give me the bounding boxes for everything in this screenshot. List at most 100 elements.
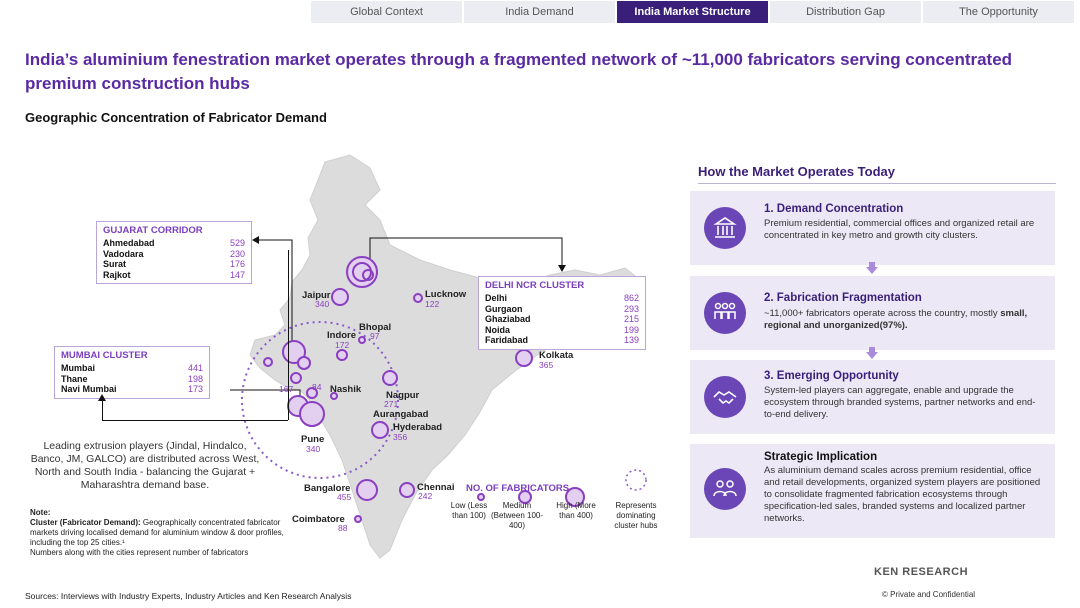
tab-india-demand[interactable]: India Demand (464, 1, 615, 23)
cluster-city: Delhi (485, 293, 508, 303)
city-pune: Pune (301, 434, 325, 445)
note-numbers-desc: Numbers along with the cities represent … (30, 548, 249, 557)
city-nashik: Nashik (330, 384, 362, 395)
cluster-city: Gurgaon (485, 303, 523, 314)
marker-nagpur (382, 370, 398, 386)
city-indore-count: 172 (335, 340, 350, 350)
city-coimbatore-count: 88 (338, 523, 348, 533)
city-lucknow-count: 122 (425, 299, 440, 309)
divider (698, 183, 1056, 184)
cluster-city: Noida (485, 324, 511, 335)
legend-low: Low (Less than 100) (450, 501, 488, 520)
city-aurangabad: Aurangabad (373, 409, 429, 420)
cluster-city: Rajkot (103, 269, 131, 280)
city-nagpur: Nagpur (386, 390, 420, 401)
city-nagpur-count: 271 (384, 399, 399, 409)
cluster-city: Mumbai (61, 363, 96, 373)
arrow-down-icon (866, 262, 878, 274)
handshake-icon (704, 376, 746, 418)
city-hyderabad-count: 356 (393, 432, 408, 442)
marker-chennai (399, 482, 415, 498)
gujarat-cluster-title: GUJARAT CORRIDOR (103, 225, 203, 236)
mumbai-connector (102, 398, 103, 420)
city-bhopal-count: 97 (370, 331, 380, 341)
list-item: Gurgaon 293 (485, 304, 639, 315)
list-item: Vadodara 230 (103, 249, 245, 260)
marker-lucknow (413, 293, 423, 303)
legend-medium-marker (518, 490, 532, 504)
marker-kolkata (515, 349, 533, 367)
cluster-count: 441 (187, 363, 203, 373)
tab-the-opportunity[interactable]: The Opportunity (923, 1, 1074, 23)
city-chennai-count: 242 (418, 491, 433, 501)
mumbai-connector-arrow (98, 394, 106, 401)
mumbai-cluster-title: MUMBAI CLUSTER (61, 350, 148, 361)
cluster-city: Vadodara (103, 248, 144, 259)
tab-global-context[interactable]: Global Context (311, 1, 462, 23)
cluster-count: 173 (187, 384, 203, 394)
legend-low-marker (477, 493, 485, 501)
marker-hyderabad (371, 421, 389, 439)
india-map (230, 154, 647, 559)
cluster-count: 139 (623, 335, 639, 345)
hub-circle (241, 321, 399, 479)
cluster-count: 198 (187, 373, 203, 384)
mumbai-connector-v2 (288, 250, 289, 420)
card-demand-concentration: 1. Demand Concentration Premium resident… (690, 191, 1055, 265)
card-desc-prefix: ~11,000+ fabricators operate across the … (764, 308, 1001, 319)
card-desc: System-led players can aggregate, enable… (764, 385, 1036, 420)
note-heading: Note: (30, 508, 51, 517)
cluster-count: 176 (229, 259, 245, 269)
legend-high-marker (565, 487, 585, 507)
city-kolkata: Kolkata (539, 350, 574, 361)
card-desc: ~11,000+ fabricators operate across the … (764, 308, 1044, 332)
legend-medium: Medium (Between 100-400) (490, 501, 544, 530)
marker-bhopal (358, 336, 366, 344)
people-icon (704, 468, 746, 510)
cluster-city: Ahmedabad (103, 238, 155, 248)
extrusion-note: Leading extrusion players (Jindal, Hinda… (30, 440, 260, 491)
cluster-city: Surat (103, 259, 127, 269)
right-panel-title: How the Market Operates Today (698, 164, 895, 179)
card-desc: Premium residential, commercial offices … (764, 218, 1035, 241)
card-desc-bold: small, regional and unorganized(97%). (764, 308, 1028, 331)
cluster-count: 199 (623, 324, 639, 335)
connector-gujarat (255, 239, 293, 355)
gujarat-cluster-box: GUJARAT CORRIDOR Ahmedabad 529 Vadodara 23… (96, 221, 252, 284)
city-chennai: Chennai (417, 482, 455, 493)
marker-jaipur (331, 288, 349, 306)
city-jaipur: Jaipur (302, 290, 331, 301)
section-title: Geographic Concentration of Fabricator D… (25, 110, 327, 125)
note-cluster-desc: Geographically concentrated fabricator m… (30, 518, 284, 547)
city-bhopal: Bhopal (359, 322, 392, 333)
list-item: Rajkot 147 (103, 270, 245, 281)
confidential-label: © Private and Confidential (882, 590, 976, 599)
city-coimbatore: Coimbatore (292, 514, 345, 525)
page-title: India’s aluminium fenestration market op… (25, 50, 1013, 93)
bank-icon (704, 207, 746, 249)
list-item: Delhi 862 (485, 293, 639, 304)
tab-india-market-structure[interactable]: India Market Structure (617, 1, 768, 23)
cluster-city: Thane (61, 373, 88, 384)
cluster-city: Ghaziabad (485, 314, 531, 324)
mumbai-cluster-box: MUMBAI CLUSTER Mumbai 441 Thane 198 Navi M… (54, 346, 210, 399)
city-lucknow: Lucknow (425, 289, 467, 300)
city-small-count: 167 (279, 384, 294, 394)
cluster-count: 529 (229, 238, 245, 248)
delhi-cluster-box: DELHI NCR CLUSTER Delhi 862 Gurgaon 293 Gh… (478, 276, 646, 350)
legend-hub-marker (625, 469, 647, 491)
card-title: 3. Emerging Opportunity (764, 370, 899, 382)
cluster-count: 147 (229, 269, 245, 280)
tab-distribution-gap[interactable]: Distribution Gap (770, 1, 921, 23)
legend-high: High (More than 400) (556, 501, 596, 520)
marker-pune (299, 401, 325, 427)
marker-surat (290, 372, 302, 384)
cluster-count: 215 (623, 314, 639, 324)
workers-icon (704, 292, 746, 334)
list-item: Ahmedabad 529 (103, 238, 245, 249)
cluster-city: Faridabad (485, 335, 529, 345)
mumbai-connector-h (102, 420, 288, 421)
cluster-count: 293 (623, 303, 639, 314)
cluster-count: 862 (623, 293, 639, 303)
ken-research-logo: KEN RESEARCH (874, 566, 968, 578)
